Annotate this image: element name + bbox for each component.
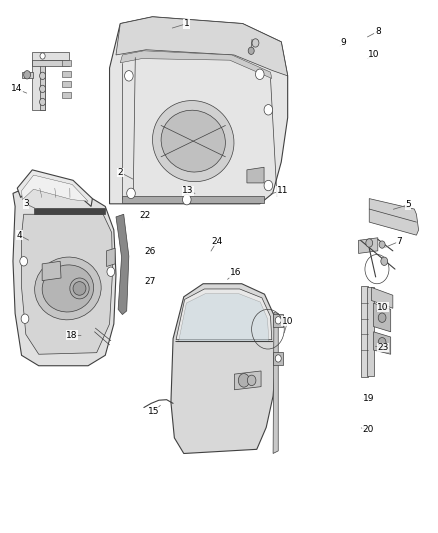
Circle shape bbox=[183, 195, 191, 205]
Polygon shape bbox=[17, 170, 92, 206]
Text: 27: 27 bbox=[145, 277, 156, 286]
Ellipse shape bbox=[161, 110, 226, 172]
Polygon shape bbox=[273, 312, 278, 454]
Circle shape bbox=[379, 241, 385, 248]
Polygon shape bbox=[371, 287, 393, 308]
Ellipse shape bbox=[35, 257, 101, 320]
Circle shape bbox=[39, 72, 46, 79]
Ellipse shape bbox=[70, 278, 89, 299]
Text: 5: 5 bbox=[405, 200, 411, 209]
Text: 26: 26 bbox=[145, 247, 156, 256]
Circle shape bbox=[107, 267, 115, 277]
Polygon shape bbox=[21, 71, 33, 78]
Polygon shape bbox=[273, 352, 283, 365]
Text: 15: 15 bbox=[148, 407, 159, 416]
Polygon shape bbox=[171, 284, 276, 454]
Circle shape bbox=[238, 374, 250, 387]
Polygon shape bbox=[62, 71, 71, 77]
Text: 13: 13 bbox=[182, 186, 194, 195]
Polygon shape bbox=[21, 214, 113, 354]
Polygon shape bbox=[234, 371, 261, 390]
Text: 16: 16 bbox=[230, 268, 241, 277]
Polygon shape bbox=[374, 303, 391, 332]
Polygon shape bbox=[358, 238, 378, 254]
Circle shape bbox=[39, 98, 46, 106]
Polygon shape bbox=[110, 17, 288, 204]
Text: 14: 14 bbox=[11, 84, 22, 93]
Text: 19: 19 bbox=[363, 394, 374, 402]
Text: 10: 10 bbox=[282, 317, 293, 326]
Text: 23: 23 bbox=[377, 343, 389, 352]
Circle shape bbox=[40, 53, 45, 59]
Circle shape bbox=[366, 239, 373, 247]
Circle shape bbox=[124, 71, 133, 81]
Text: 11: 11 bbox=[277, 186, 288, 195]
Circle shape bbox=[378, 313, 386, 322]
Polygon shape bbox=[42, 261, 61, 280]
Polygon shape bbox=[35, 208, 105, 214]
Circle shape bbox=[275, 355, 281, 362]
Circle shape bbox=[24, 71, 31, 79]
Polygon shape bbox=[247, 167, 264, 183]
Polygon shape bbox=[120, 51, 272, 78]
Polygon shape bbox=[62, 81, 71, 87]
Circle shape bbox=[248, 47, 254, 54]
Polygon shape bbox=[40, 60, 45, 110]
Circle shape bbox=[21, 314, 29, 324]
Polygon shape bbox=[367, 287, 374, 376]
Polygon shape bbox=[32, 60, 69, 67]
Polygon shape bbox=[116, 17, 288, 76]
Ellipse shape bbox=[42, 265, 94, 312]
Text: 24: 24 bbox=[211, 237, 223, 246]
Text: 1: 1 bbox=[184, 19, 190, 28]
Circle shape bbox=[247, 375, 256, 385]
Polygon shape bbox=[374, 332, 391, 354]
Ellipse shape bbox=[152, 101, 234, 182]
Circle shape bbox=[378, 337, 386, 347]
Text: 2: 2 bbox=[117, 168, 123, 177]
Text: 7: 7 bbox=[396, 237, 402, 246]
Polygon shape bbox=[13, 184, 116, 366]
Polygon shape bbox=[273, 314, 283, 327]
Text: 18: 18 bbox=[67, 331, 78, 340]
Circle shape bbox=[381, 257, 388, 265]
Polygon shape bbox=[106, 248, 115, 266]
Text: 22: 22 bbox=[140, 211, 151, 220]
Text: 20: 20 bbox=[363, 425, 374, 434]
Polygon shape bbox=[32, 52, 69, 110]
Text: 9: 9 bbox=[341, 38, 346, 47]
Polygon shape bbox=[62, 92, 71, 98]
Polygon shape bbox=[62, 60, 71, 67]
Circle shape bbox=[264, 180, 272, 191]
Text: 3: 3 bbox=[23, 199, 29, 208]
Circle shape bbox=[264, 104, 272, 115]
Circle shape bbox=[127, 188, 135, 199]
Polygon shape bbox=[21, 175, 88, 201]
Text: 10: 10 bbox=[377, 303, 389, 312]
Polygon shape bbox=[123, 196, 264, 203]
Polygon shape bbox=[369, 199, 419, 235]
Ellipse shape bbox=[73, 281, 86, 295]
Polygon shape bbox=[360, 286, 368, 377]
Polygon shape bbox=[176, 289, 272, 340]
Text: 10: 10 bbox=[368, 51, 379, 60]
Polygon shape bbox=[116, 214, 129, 314]
Circle shape bbox=[252, 39, 259, 47]
Polygon shape bbox=[179, 294, 269, 341]
Circle shape bbox=[20, 256, 28, 266]
Text: 8: 8 bbox=[375, 27, 381, 36]
Circle shape bbox=[275, 317, 281, 324]
Text: 4: 4 bbox=[17, 231, 22, 240]
Circle shape bbox=[39, 85, 46, 93]
Circle shape bbox=[255, 69, 264, 79]
